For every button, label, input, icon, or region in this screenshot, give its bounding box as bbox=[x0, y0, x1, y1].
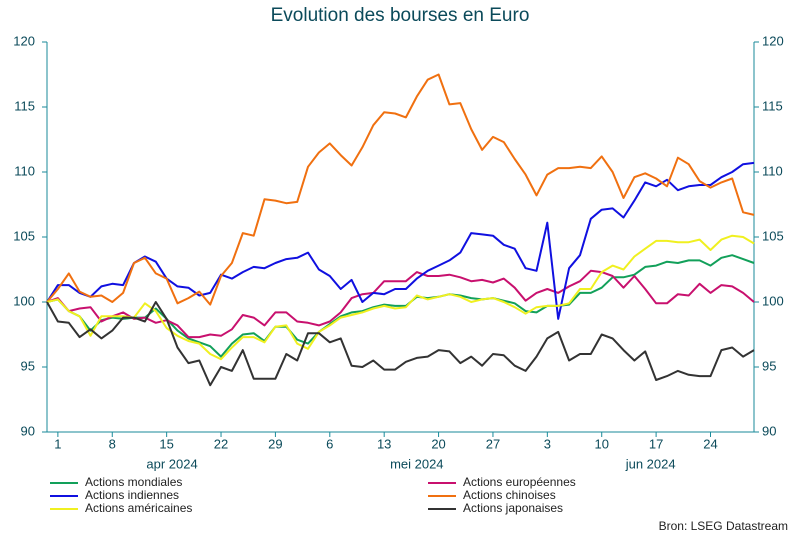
legend-label: Actions américaines bbox=[85, 501, 192, 515]
y2-tick-label: 115 bbox=[762, 98, 783, 113]
legend-label: Actions mondiales bbox=[85, 475, 182, 489]
legend-label: Actions japonaises bbox=[463, 501, 563, 515]
x-tick-label: 13 bbox=[377, 436, 391, 451]
series-line bbox=[46, 269, 755, 339]
x-tick-label: 10 bbox=[594, 436, 608, 451]
x-tick-label: 15 bbox=[159, 436, 173, 451]
series-line bbox=[46, 234, 755, 361]
x-tick-label: 3 bbox=[544, 436, 551, 451]
series-line bbox=[46, 161, 755, 320]
x-tick-label: 8 bbox=[109, 436, 116, 451]
y-tick-label: 100 bbox=[13, 293, 35, 308]
month-label: apr 2024 bbox=[146, 456, 197, 471]
legend-label: Actions indiennes bbox=[85, 488, 179, 502]
y-tick-label: 115 bbox=[14, 98, 35, 113]
x-tick-label: 24 bbox=[703, 436, 717, 451]
y-tick-label: 90 bbox=[21, 423, 35, 438]
x-tick-label: 1 bbox=[54, 436, 61, 451]
source: Bron: LSEG Datastream bbox=[659, 519, 788, 533]
y2-tick-label: 95 bbox=[762, 358, 776, 373]
x-tick-label: 20 bbox=[431, 436, 445, 451]
y2-tick-label: 100 bbox=[762, 293, 784, 308]
y2-tick-label: 105 bbox=[762, 228, 784, 243]
x-tick-label: 17 bbox=[649, 436, 663, 451]
x-tick-label: 27 bbox=[486, 436, 500, 451]
y-tick-label: 110 bbox=[14, 163, 35, 178]
y-tick-label: 105 bbox=[13, 228, 35, 243]
y2-tick-label: 120 bbox=[762, 33, 784, 48]
x-tick-label: 6 bbox=[326, 436, 333, 451]
series-line bbox=[46, 301, 755, 387]
legend-label: Actions européennes bbox=[463, 475, 576, 489]
y-tick-label: 120 bbox=[13, 33, 35, 48]
y2-tick-label: 110 bbox=[762, 163, 783, 178]
series-line bbox=[46, 73, 755, 306]
y2-tick-label: 90 bbox=[762, 423, 776, 438]
y-tick-label: 95 bbox=[21, 358, 35, 373]
x-tick-label: 29 bbox=[268, 436, 282, 451]
legend-label: Actions chinoises bbox=[463, 488, 556, 502]
month-label: mei 2024 bbox=[390, 456, 443, 471]
chart-title: Evolution des bourses en Euro bbox=[271, 5, 530, 26]
month-label: jun 2024 bbox=[625, 456, 676, 471]
x-tick-label: 22 bbox=[214, 436, 228, 451]
